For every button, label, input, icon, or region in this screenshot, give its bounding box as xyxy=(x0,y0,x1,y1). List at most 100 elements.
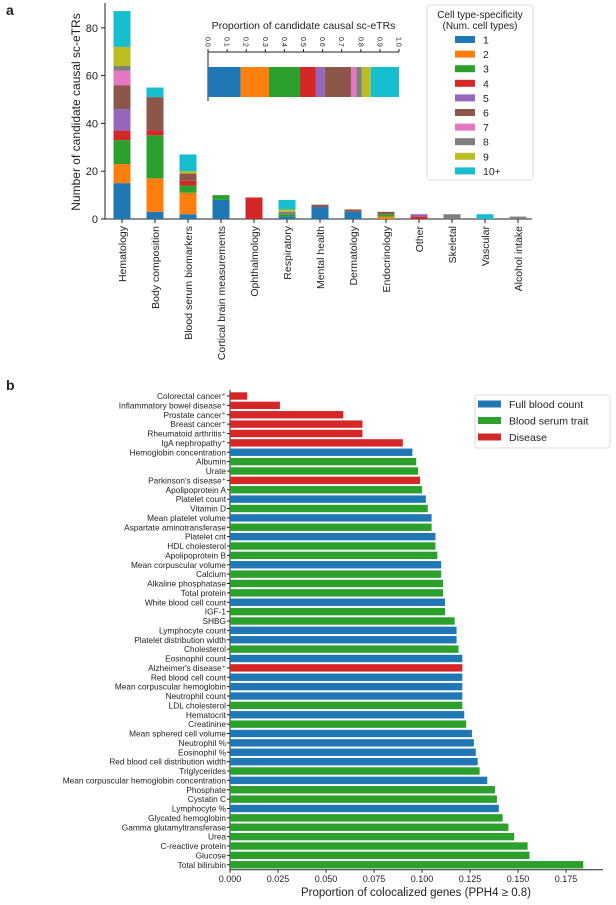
bar-segment xyxy=(146,87,164,98)
bar xyxy=(230,664,463,672)
bar xyxy=(230,504,428,513)
legend-swatch-b xyxy=(478,417,501,424)
x-tick-label-a: Cortical brain measurements xyxy=(216,226,228,360)
inset-x-tick-label: 0.1 xyxy=(223,37,230,47)
y-tick-label-b: Hemoglobin concentration xyxy=(130,447,227,457)
inset-x-tick-label: 0.0 xyxy=(204,37,211,47)
x-tick-label-a: Blood serum biomarkers xyxy=(183,226,195,340)
y-tick-label-b: Inflammatory bowel disease⁺ xyxy=(119,400,226,410)
bar xyxy=(230,401,280,410)
inset-title: Proportion of candidate causal sc-eTRs xyxy=(212,20,396,32)
bar xyxy=(230,636,457,644)
y-tick-label-b: Mean corpuscular hemoglobin concentratio… xyxy=(63,775,227,785)
y-tick-label-b: Rheumatoid arthritis⁺ xyxy=(147,429,226,439)
y-tick-label-b: Cystatin C xyxy=(188,794,226,804)
bar-segment xyxy=(212,195,230,200)
y-tick-label-a: 0 xyxy=(92,214,98,226)
y-tick-label-a: 80 xyxy=(86,23,98,35)
y-tick-label-b: Alkaline phosphatase xyxy=(147,579,226,589)
bar xyxy=(230,626,457,635)
y-tick-label-b: IGF-1 xyxy=(205,607,227,617)
inset-bar-segment xyxy=(315,67,325,97)
y-tick-label-b: Mean corpuscular volume xyxy=(131,560,226,570)
legend-label-b: Full blood count xyxy=(509,399,583,411)
y-tick-label-b: Mean corpuscular hemoglobin xyxy=(115,682,227,692)
legend-label-b: Blood serum trait xyxy=(509,416,588,428)
bar xyxy=(230,729,472,738)
bar-segment xyxy=(179,180,197,186)
legend-swatch-a xyxy=(455,79,475,87)
bar xyxy=(230,645,459,653)
y-tick-label-b: Lymphocyte % xyxy=(172,804,227,814)
legend-label-b: Disease xyxy=(509,432,547,444)
y-tick-label-b: Urate xyxy=(206,466,227,476)
bar xyxy=(230,804,499,813)
x-tick-label-b: 0.050 xyxy=(315,874,338,884)
bar-segment xyxy=(113,109,131,131)
bar-segment xyxy=(179,173,197,181)
y-tick-label-b: Glycated hemoglobin xyxy=(148,813,226,823)
legend-label-a: 5 xyxy=(483,93,489,105)
bar-segment xyxy=(377,214,395,217)
bar-segment xyxy=(113,85,131,110)
bar-segment xyxy=(113,11,131,47)
inset-bar-segment xyxy=(351,67,357,97)
legend-a xyxy=(426,4,534,181)
bar xyxy=(230,420,363,428)
x-tick-label-b: 0.100 xyxy=(411,874,434,884)
x-tick-label-a: Other xyxy=(414,226,426,253)
y-tick-label-a: 20 xyxy=(86,166,98,178)
bar xyxy=(230,720,467,728)
bar xyxy=(230,832,515,841)
y-tick-label-b: Platelet count xyxy=(176,494,227,504)
bar-segment xyxy=(476,214,494,219)
bar xyxy=(230,748,476,756)
legend-label-a: 2 xyxy=(483,49,489,61)
bar-segment xyxy=(410,216,428,219)
bar xyxy=(230,570,442,578)
y-tick-label-b: Vitamin D xyxy=(190,504,226,514)
inset-x-tick-label: 0.2 xyxy=(242,37,249,47)
bar xyxy=(230,851,530,860)
inset-bar-segment xyxy=(299,67,316,97)
bar xyxy=(230,692,463,700)
bar xyxy=(230,495,426,503)
bar xyxy=(230,561,442,569)
bar-segment xyxy=(509,216,527,219)
y-tick-label-b: Aspartate aminotransferase xyxy=(124,522,226,532)
inset-x-tick-label: 0.4 xyxy=(280,37,287,47)
bar-segment xyxy=(179,154,197,172)
bar xyxy=(230,767,480,775)
bar xyxy=(230,411,344,419)
bar xyxy=(230,757,478,766)
y-tick-label-b: Total bilirubin xyxy=(178,860,227,870)
inset-bar-segment xyxy=(240,67,270,97)
y-tick-label-b: Eosinophil count xyxy=(165,654,227,664)
x-tick-label-a: Hematology xyxy=(117,225,129,282)
inset-x-tick-label: 0.8 xyxy=(356,37,363,47)
x-tick-label-b: 0.075 xyxy=(363,874,386,884)
x-tick-label-a: Vascular xyxy=(480,226,492,267)
legend-label-a: 10+ xyxy=(483,166,501,178)
bar-segment xyxy=(278,216,296,219)
x-tick-label-b: 0.150 xyxy=(507,874,530,884)
x-tick-label-a: Mental health xyxy=(315,226,327,289)
x-tick-label-b: 0.175 xyxy=(555,874,578,884)
bar xyxy=(230,589,444,597)
y-tick-label-b: C-reactive protein xyxy=(161,841,227,851)
bar xyxy=(230,439,403,447)
bar-segment xyxy=(113,46,131,67)
legend-label-a: 3 xyxy=(483,64,489,76)
legend-swatch-a xyxy=(455,123,475,131)
x-tick-label-b: 0.125 xyxy=(459,874,482,884)
legend-label-a: 6 xyxy=(483,108,489,120)
legend-label-a: 1 xyxy=(483,35,489,47)
bar-segment xyxy=(113,130,131,141)
legend-subtitle-a: (Num. cell types) xyxy=(442,21,517,32)
y-tick-label-b: Neutrophil count xyxy=(166,691,227,701)
y-tick-label-b: Breast cancer⁺ xyxy=(170,419,226,429)
x-tick-label-a: Endocrinology xyxy=(381,225,393,292)
y-tick-label-b: Mean platelet volume xyxy=(147,513,226,523)
bar xyxy=(230,598,446,606)
bar xyxy=(230,701,463,710)
